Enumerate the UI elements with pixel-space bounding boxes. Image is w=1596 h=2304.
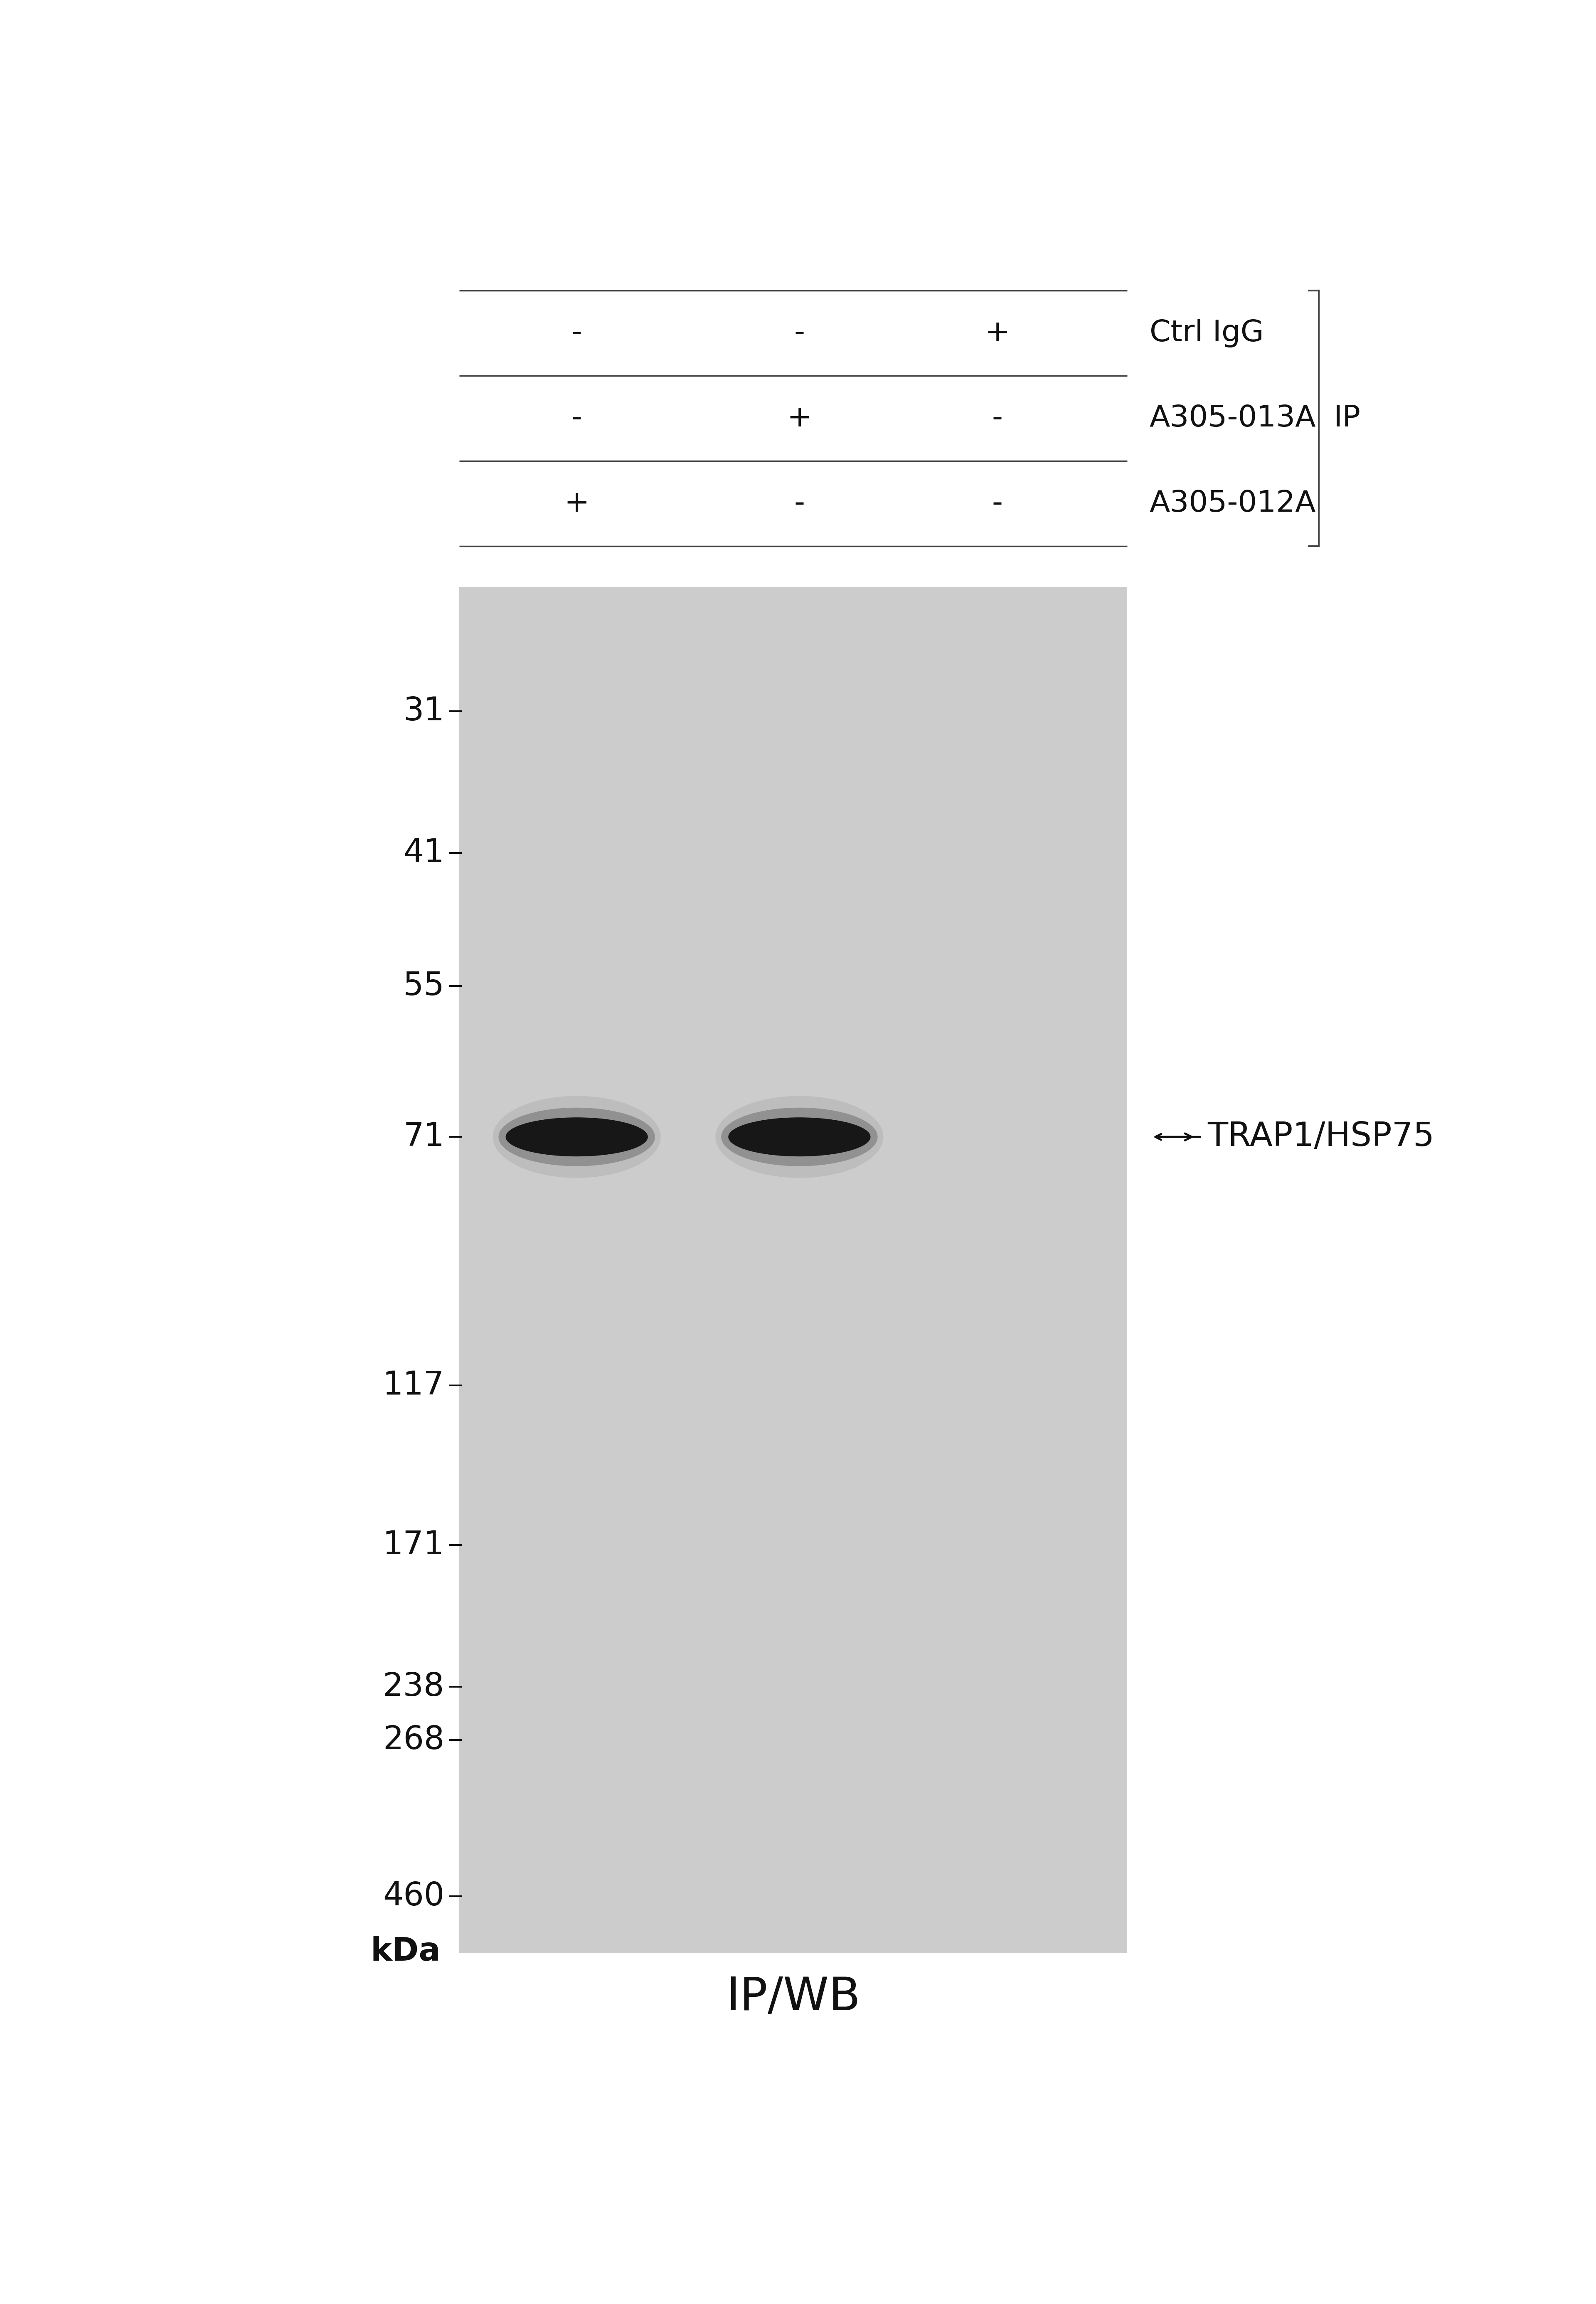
Text: -: - <box>793 488 804 518</box>
Text: 460: 460 <box>383 1880 444 1912</box>
Text: 171: 171 <box>383 1530 444 1560</box>
Ellipse shape <box>498 1108 654 1166</box>
Text: +: + <box>563 488 589 518</box>
Text: +: + <box>985 318 1010 348</box>
Ellipse shape <box>493 1097 661 1177</box>
Text: 31: 31 <box>404 696 444 728</box>
Text: -: - <box>793 318 804 348</box>
Text: IP/WB: IP/WB <box>726 1975 860 2021</box>
Ellipse shape <box>715 1097 883 1177</box>
Text: A305-012A: A305-012A <box>1149 488 1315 518</box>
Text: 41: 41 <box>404 836 444 869</box>
Ellipse shape <box>728 1117 870 1157</box>
Text: IP: IP <box>1334 403 1361 433</box>
Text: A305-013A: A305-013A <box>1149 403 1315 433</box>
Ellipse shape <box>506 1117 648 1157</box>
Text: -: - <box>571 318 583 348</box>
Text: -: - <box>571 403 583 433</box>
Text: TRAP1/HSP75: TRAP1/HSP75 <box>1208 1120 1435 1152</box>
Text: -: - <box>991 403 1002 433</box>
Text: -: - <box>991 488 1002 518</box>
Text: 238: 238 <box>383 1670 444 1703</box>
Text: kDa: kDa <box>370 1935 440 1968</box>
Text: 268: 268 <box>383 1723 444 1756</box>
Text: 71: 71 <box>404 1122 444 1152</box>
Text: Ctrl IgG: Ctrl IgG <box>1149 318 1264 348</box>
Text: +: + <box>787 403 812 433</box>
Text: 117: 117 <box>383 1369 444 1401</box>
Text: 55: 55 <box>404 970 444 1002</box>
Ellipse shape <box>721 1108 878 1166</box>
Bar <box>460 588 1127 1954</box>
